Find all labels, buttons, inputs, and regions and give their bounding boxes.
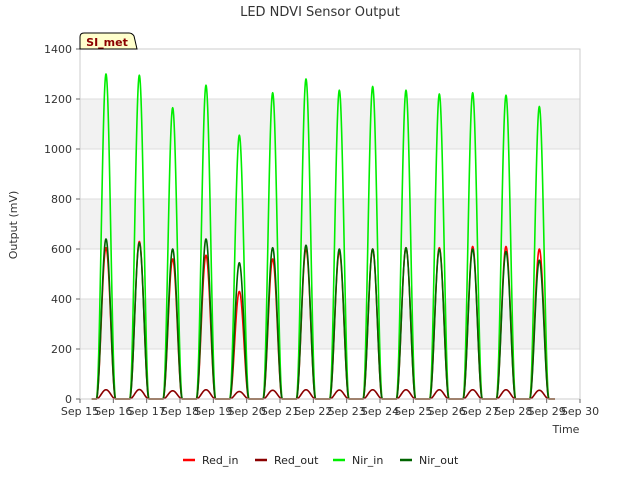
x-tick-label: Sep 15 — [61, 405, 99, 418]
x-tick-label: Sep 19 — [194, 405, 232, 418]
band — [80, 99, 580, 149]
legend: Red_in Red_out Nir_in Nir_out — [183, 454, 459, 467]
x-tick-label: Sep 16 — [94, 405, 132, 418]
x-tick-label: Sep 29 — [528, 405, 566, 418]
badge-shape — [79, 32, 138, 50]
x-tick-label: Sep 23 — [328, 405, 366, 418]
x-axis-label: Time — [552, 423, 580, 436]
chart-title: LED NDVI Sensor Output — [240, 5, 400, 20]
x-tick-label: Sep 17 — [128, 405, 166, 418]
legend-item-red-in: Red_in — [183, 454, 238, 467]
band — [80, 299, 580, 349]
series-line-red-out — [91, 388, 556, 400]
x-tick-label: Sep 18 — [161, 405, 199, 418]
y-tick-label: 1400 — [44, 43, 72, 56]
site-badge: SI_met — [79, 32, 138, 50]
y-tick-label: 0 — [65, 393, 72, 406]
legend-item-nir-in: Nir_in — [333, 454, 383, 467]
x-tick-label: Sep 27 — [461, 405, 499, 418]
legend-item-red-out: Red_out — [255, 454, 319, 467]
legend-label: Nir_in — [352, 454, 383, 467]
plot-frame — [79, 48, 581, 400]
y-tick-label: 800 — [51, 193, 72, 206]
x-tick-label: Sep 26 — [428, 405, 466, 418]
x-tick-label: Sep 20 — [228, 405, 266, 418]
legend-label: Nir_out — [419, 454, 459, 467]
x-tick-label: Sep 21 — [261, 405, 299, 418]
background-bands — [80, 99, 580, 349]
x-tick-label: Sep 25 — [394, 405, 432, 418]
legend-label: Red_out — [274, 454, 319, 467]
legend-item-nir-out: Nir_out — [400, 454, 459, 467]
legend-label: Red_in — [202, 454, 238, 467]
y-tick-label: 400 — [51, 293, 72, 306]
x-tick-label: Sep 28 — [494, 405, 532, 418]
y-axis-ticks: 0 200 400 600 800 1000 1200 1400 — [44, 43, 80, 406]
y-tick-label: 600 — [51, 243, 72, 256]
y-tick-label: 1200 — [44, 93, 72, 106]
band — [80, 199, 580, 249]
y-axis-label: Output (mV) — [7, 191, 20, 260]
x-tick-label: Sep 22 — [294, 405, 332, 418]
x-tick-label: Sep 24 — [361, 405, 399, 418]
x-tick-label: Sep 30 — [561, 405, 599, 418]
y-tick-label: 1000 — [44, 143, 72, 156]
y-tick-label: 200 — [51, 343, 72, 356]
badge-label: SI_met — [86, 36, 128, 49]
